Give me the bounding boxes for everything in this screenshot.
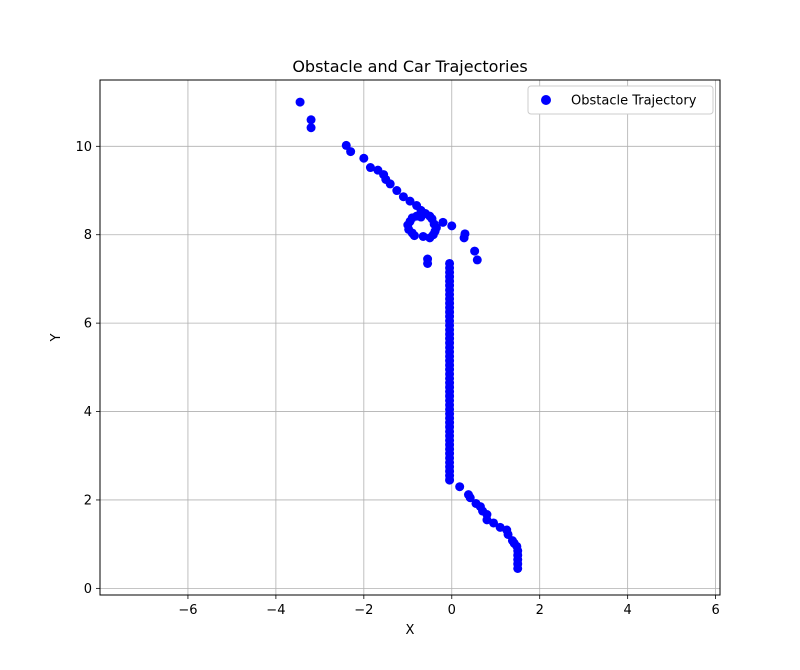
- obstacle-trajectory-point: [513, 563, 523, 573]
- y-axis-label: Y: [49, 333, 64, 342]
- obstacle-trajectory-point: [385, 179, 395, 189]
- y-tick-label: 8: [84, 228, 92, 243]
- obstacle-trajectory-point: [438, 217, 448, 227]
- obstacle-trajectory-point: [472, 255, 482, 265]
- legend-marker: [541, 95, 551, 105]
- obstacle-trajectory-point: [459, 233, 469, 243]
- plot-frame: [99, 79, 721, 596]
- obstacle-trajectory-point: [429, 219, 439, 229]
- obstacle-trajectory-point: [365, 163, 375, 173]
- x-tick-label: −6: [178, 603, 197, 618]
- y-tick-label: 2: [84, 493, 92, 508]
- y-tick-label: 6: [84, 317, 92, 332]
- obstacle-trajectory-point: [455, 482, 465, 492]
- obstacle-trajectory-point: [489, 518, 499, 528]
- obstacle-trajectory-point: [409, 231, 419, 241]
- x-tick-label: −4: [266, 603, 285, 618]
- chart-title: Obstacle and Car Trajectories: [292, 57, 527, 76]
- grid: [100, 80, 720, 595]
- axis-ticks: −6 −4 −2 0 2 4 6 0 2 4 6 8 10: [75, 140, 719, 618]
- x-axis-label: X: [406, 623, 415, 638]
- obstacle-trajectory-point: [398, 192, 408, 202]
- obstacle-trajectory-point: [392, 186, 402, 196]
- legend-label: Obstacle Trajectory: [571, 94, 697, 109]
- obstacle-trajectory-point: [423, 258, 433, 268]
- obstacle-trajectory-point: [346, 147, 356, 157]
- x-tick-label: 2: [536, 603, 544, 618]
- obstacle-trajectory-point: [465, 493, 475, 503]
- obstacle-trajectory-point: [306, 115, 316, 125]
- y-tick-label: 10: [75, 140, 92, 155]
- obstacle-trajectory-point: [447, 221, 457, 231]
- x-tick-label: −2: [354, 603, 373, 618]
- legend: Obstacle Trajectory: [527, 85, 714, 115]
- obstacle-trajectory-point: [295, 97, 305, 107]
- obstacle-trajectory-point: [306, 123, 316, 133]
- y-tick-label: 4: [84, 405, 92, 420]
- data-points: [295, 97, 523, 573]
- x-tick-label: 6: [711, 603, 719, 618]
- obstacle-trajectory-point: [470, 246, 480, 256]
- x-tick-label: 0: [448, 603, 456, 618]
- y-tick-label: 0: [84, 582, 92, 597]
- x-tick-label: 4: [624, 603, 632, 618]
- obstacle-trajectory-point: [405, 196, 415, 206]
- legend-box: [527, 85, 714, 115]
- obstacle-trajectory-point: [445, 475, 455, 485]
- obstacle-trajectory-point: [359, 153, 369, 163]
